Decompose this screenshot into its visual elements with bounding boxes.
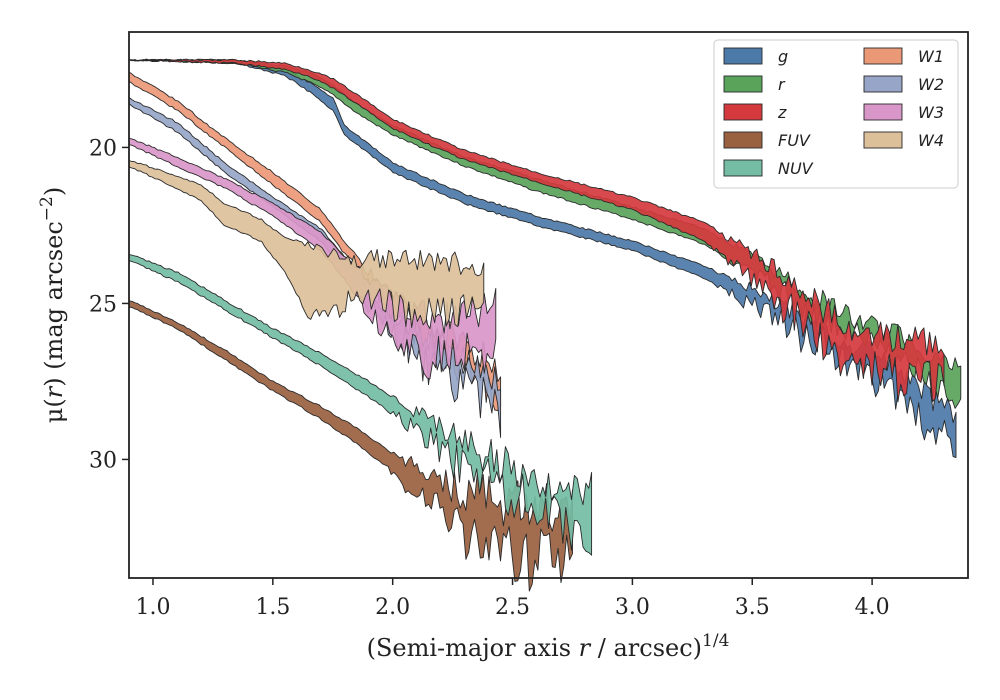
plot-frame	[128, 31, 969, 579]
y-axis-ticks: 20 25 30	[89, 136, 129, 473]
y-tick-label: 20	[89, 136, 117, 161]
x-tick-label: 3.5	[735, 595, 770, 620]
legend-label-fuv: FUV	[778, 131, 811, 150]
band-g	[128, 58, 957, 459]
legend-label-w1: W1	[918, 47, 944, 66]
legend-label-g: g	[778, 47, 788, 66]
band-w4	[128, 160, 485, 328]
band-layer	[128, 58, 962, 592]
legend-swatch-fuv	[723, 131, 763, 149]
legend-label-z: z	[777, 103, 787, 122]
y-tick-label: 30	[89, 448, 117, 473]
legend-label-r: r	[778, 75, 786, 94]
x-axis-title: (Semi-major axis r / arcsec)1/4	[367, 631, 730, 662]
band-z	[128, 58, 945, 403]
legend-swatch-g	[723, 47, 763, 65]
legend-label-w2: W2	[918, 75, 944, 94]
band-nuv	[128, 253, 593, 556]
legend-swatch-w1	[863, 47, 903, 65]
band-w2	[128, 96, 502, 438]
band-w3	[128, 137, 497, 380]
x-axis-ticks: 1.0 1.5 2.0 2.5 3.0 3.5 4.0	[135, 578, 890, 620]
x-tick-label: 2.5	[495, 595, 530, 620]
legend-swatch-r	[723, 75, 763, 93]
legend-label-nuv: NUV	[778, 159, 814, 178]
legend-swatch-nuv	[723, 159, 763, 177]
x-tick-label: 1.5	[255, 595, 290, 620]
legend-label-w3: W3	[918, 103, 944, 122]
legend: grz FUV NUV W1 W2 W3 W4	[713, 39, 959, 189]
x-tick-label: 2.0	[375, 595, 410, 620]
legend-swatch-w2	[863, 75, 903, 93]
legend-swatch-w4	[863, 131, 903, 149]
y-axis-title: μ(r) (mag arcsec−2)	[37, 187, 68, 424]
x-tick-label: 4.0	[855, 595, 890, 620]
legend-swatch-z	[723, 103, 763, 121]
legend-swatch-w3	[863, 103, 903, 121]
band-fuv	[128, 300, 573, 592]
x-tick-label: 3.0	[615, 595, 650, 620]
legend-label-w4: W4	[918, 131, 944, 150]
y-tick-label: 25	[89, 292, 117, 317]
x-tick-label: 1.0	[135, 595, 170, 620]
